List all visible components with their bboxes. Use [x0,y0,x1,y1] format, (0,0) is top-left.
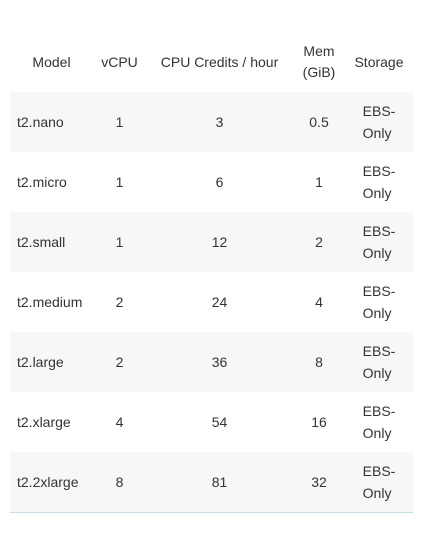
cell-cpu-credits: 81 [146,452,293,513]
header-mem-line1: Mem [303,43,335,59]
table-body: t2.nano 1 3 0.5 EBS- Only t2.micro 1 6 1 [10,92,413,513]
cell-vcpu: 1 [93,92,146,152]
table-row: t2.2xlarge 8 81 32 EBS- Only [10,452,413,513]
table-row: t2.xlarge 4 54 16 EBS- Only [10,392,413,452]
instance-types-table-container: Model vCPU CPU Credits / hour Mem (GiB) … [10,32,413,513]
cell-vcpu: 1 [93,152,146,212]
cell-vcpu: 2 [93,332,146,392]
storage-line1: EBS- [362,223,396,239]
table-row: t2.medium 2 24 4 EBS- Only [10,272,413,332]
cell-model: t2.large [10,332,93,392]
header-mem-line2: (GiB) [302,64,336,80]
cell-storage: EBS- Only [345,332,413,392]
header-storage: Storage [345,32,413,92]
cell-mem: 32 [293,452,345,513]
storage-stack: EBS- Only [363,160,396,204]
table-row: t2.nano 1 3 0.5 EBS- Only [10,92,413,152]
cell-cpu-credits: 6 [146,152,293,212]
table-row: t2.micro 1 6 1 EBS- Only [10,152,413,212]
cell-vcpu: 8 [93,452,146,513]
storage-stack: EBS- Only [363,400,396,444]
storage-stack: EBS- Only [363,280,396,324]
cell-mem: 16 [293,392,345,452]
cell-mem: 1 [293,152,345,212]
cell-storage: EBS- Only [345,452,413,513]
cell-storage: EBS- Only [345,212,413,272]
header-mem: Mem (GiB) [293,32,345,92]
cell-mem: 4 [293,272,345,332]
storage-line2: Only [362,365,392,381]
storage-stack: EBS- Only [363,340,396,384]
cell-model: t2.medium [10,272,93,332]
table-header: Model vCPU CPU Credits / hour Mem (GiB) … [10,32,413,92]
cell-storage: EBS- Only [345,272,413,332]
storage-line2: Only [362,185,392,201]
cell-mem: 2 [293,212,345,272]
storage-line1: EBS- [362,103,396,119]
cell-cpu-credits: 24 [146,272,293,332]
storage-stack: EBS- Only [363,220,396,264]
instance-types-table: Model vCPU CPU Credits / hour Mem (GiB) … [10,32,413,513]
cell-model: t2.2xlarge [10,452,93,513]
cell-vcpu: 2 [93,272,146,332]
storage-line2: Only [362,425,392,441]
storage-line2: Only [362,485,392,501]
storage-line2: Only [362,305,392,321]
cell-cpu-credits: 12 [146,212,293,272]
storage-line1: EBS- [362,463,396,479]
cell-cpu-credits: 54 [146,392,293,452]
cell-vcpu: 1 [93,212,146,272]
cell-storage: EBS- Only [345,152,413,212]
cell-storage: EBS- Only [345,92,413,152]
storage-stack: EBS- Only [363,460,396,504]
header-model: Model [10,32,93,92]
header-cpu-credits: CPU Credits / hour [146,32,293,92]
cell-storage: EBS- Only [345,392,413,452]
storage-stack: EBS- Only [363,100,396,144]
storage-line2: Only [362,125,392,141]
cell-model: t2.small [10,212,93,272]
table-row: t2.small 1 12 2 EBS- Only [10,212,413,272]
storage-line2: Only [362,245,392,261]
cell-mem: 0.5 [293,92,345,152]
cell-vcpu: 4 [93,392,146,452]
storage-line1: EBS- [362,343,396,359]
header-vcpu: vCPU [93,32,146,92]
cell-model: t2.nano [10,92,93,152]
cell-mem: 8 [293,332,345,392]
cell-model: t2.micro [10,152,93,212]
header-mem-stack: Mem (GiB) [303,41,336,83]
cell-cpu-credits: 3 [146,92,293,152]
table-row: t2.large 2 36 8 EBS- Only [10,332,413,392]
cell-model: t2.xlarge [10,392,93,452]
cell-cpu-credits: 36 [146,332,293,392]
header-row: Model vCPU CPU Credits / hour Mem (GiB) … [10,32,413,92]
storage-line1: EBS- [362,283,396,299]
storage-line1: EBS- [362,403,396,419]
storage-line1: EBS- [362,163,396,179]
